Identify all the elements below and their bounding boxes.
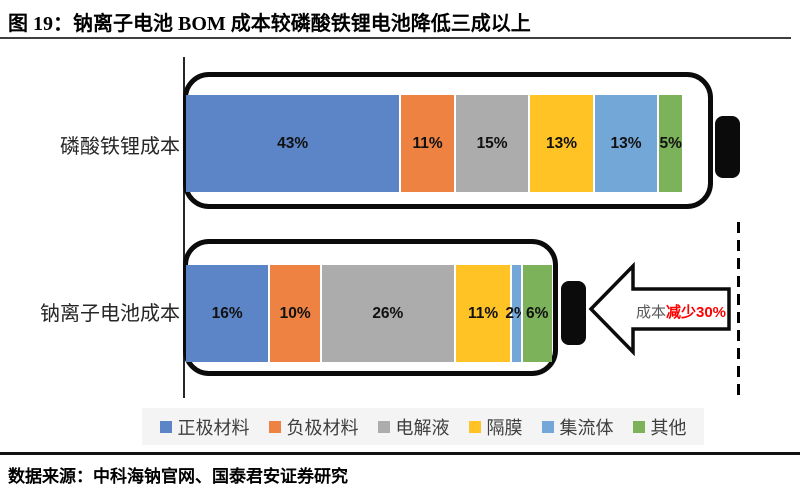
segment-value-label: 15% xyxy=(476,134,508,152)
segment-隔膜: 11% xyxy=(453,265,511,362)
segment-value-label: 26% xyxy=(372,304,404,322)
battery-terminal-sodium xyxy=(561,281,586,345)
legend: 正极材料 负极材料 电解液 隔膜 集流体 其他 xyxy=(142,408,704,445)
cost-reduction-label: 成本减少30% xyxy=(630,301,732,322)
legend-label: 其他 xyxy=(650,417,687,438)
battery-terminal-lfp xyxy=(715,116,740,178)
segment-集流体: 2% xyxy=(505,265,528,362)
segment-value-label: 6% xyxy=(526,304,549,322)
legend-label: 集流体 xyxy=(559,417,614,438)
segment-value-label: 5% xyxy=(659,134,682,152)
bottom-divider xyxy=(0,452,800,455)
legend-swatch-icon xyxy=(377,420,390,433)
battery-outline-lfp: 43% 11% 15% 13% 13% 5% xyxy=(183,72,713,209)
legend-item-电解液: 电解液 xyxy=(377,414,450,440)
legend-swatch-icon xyxy=(468,420,481,433)
segment-value-label: 13% xyxy=(546,134,578,152)
segment-其他: 6% xyxy=(520,265,552,362)
segment-其他: 5% xyxy=(657,95,683,192)
segment-隔膜: 13% xyxy=(528,95,593,192)
segment-负极材料: 11% xyxy=(399,95,454,192)
legend-item-负极材料: 负极材料 xyxy=(268,414,359,440)
segment-负极材料: 10% xyxy=(268,265,320,362)
data-source: 数据来源：中科海钠官网、国泰君安证券研究 xyxy=(8,467,348,486)
legend-label: 电解液 xyxy=(395,417,450,438)
legend-item-隔膜: 隔膜 xyxy=(468,414,523,440)
segment-value-label: 10% xyxy=(279,304,311,322)
legend-item-其他: 其他 xyxy=(632,414,687,440)
y-axis-line xyxy=(183,57,185,398)
category-label-lfp: 磷酸铁锂成本 xyxy=(60,136,180,158)
bar-row-2: 16% 10% 26% 11% 2% 6% xyxy=(186,265,552,362)
segment-电解液: 26% xyxy=(319,265,454,362)
title-divider xyxy=(0,37,791,39)
segment-value-label: 16% xyxy=(211,304,243,322)
legend-label: 负极材料 xyxy=(286,417,359,438)
segment-集流体: 13% xyxy=(592,95,658,192)
segment-value-label: 43% xyxy=(277,134,309,152)
figure-title: 图 19：钠离子电池 BOM 成本较磷酸铁锂电池降低三成以上 xyxy=(8,13,531,35)
dashed-guide-line xyxy=(737,222,740,398)
segment-value-label: 13% xyxy=(610,134,642,152)
legend-swatch-icon xyxy=(632,420,645,433)
segment-正极材料: 43% xyxy=(186,95,400,192)
category-label-sodium: 钠离子电池成本 xyxy=(40,303,180,325)
legend-swatch-icon xyxy=(159,420,172,433)
cost-reduction-prefix: 成本 xyxy=(635,304,666,321)
legend-swatch-icon xyxy=(541,420,554,433)
legend-item-正极材料: 正极材料 xyxy=(159,414,250,440)
segment-电解液: 15% xyxy=(453,95,529,192)
cost-reduction-arrow-icon xyxy=(588,261,731,357)
segment-value-label: 11% xyxy=(468,304,499,322)
battery-outline-sodium: 16% 10% 26% 11% 2% 6% xyxy=(183,239,558,376)
segment-value-label: 11% xyxy=(412,134,443,152)
segment-正极材料: 16% xyxy=(186,265,269,362)
cost-reduction-highlight: 减少30% xyxy=(665,304,727,321)
legend-swatch-icon xyxy=(268,420,281,433)
legend-label: 正极材料 xyxy=(177,417,250,438)
legend-label: 隔膜 xyxy=(486,417,523,438)
bar-row-1: 43% 11% 15% 13% 13% 5% xyxy=(186,95,683,192)
legend-item-集流体: 集流体 xyxy=(541,414,614,440)
